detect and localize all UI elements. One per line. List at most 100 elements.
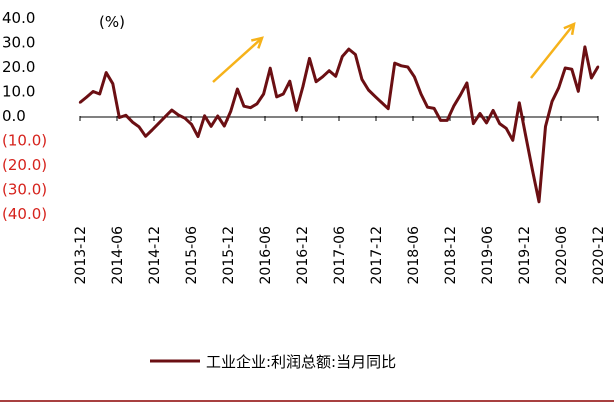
data-point — [537, 200, 541, 203]
x-tick-label: 2013-12 — [73, 226, 89, 285]
data-point — [111, 82, 114, 85]
data-point — [164, 115, 167, 118]
data-point — [505, 127, 508, 130]
trend-arrow — [530, 23, 575, 79]
y-axis: 40.0 30.0 20.0 10.0 0.0 (10.0) (20.0) (30.0) (40… — [2, 9, 47, 223]
trend-arrow — [212, 37, 263, 83]
data-point — [445, 119, 449, 122]
data-point — [583, 45, 587, 49]
y-tick-label: (20.0) — [2, 156, 47, 174]
data-point — [183, 117, 187, 120]
x-tick-label: 2017-12 — [369, 226, 385, 285]
y-tick-label: 20.0 — [2, 58, 35, 76]
data-point — [386, 107, 390, 110]
data-point — [544, 125, 547, 128]
data-point — [124, 114, 128, 117]
y-tick-label: (10.0) — [2, 132, 47, 150]
data-point — [590, 76, 593, 80]
data-point — [380, 101, 383, 104]
data-point — [347, 47, 351, 51]
data-point — [78, 101, 82, 104]
data-point — [452, 105, 455, 108]
x-tick-label: 2014-06 — [110, 226, 126, 285]
legend-label: 工业企业:利润总额:当月同比 — [206, 353, 396, 371]
data-point — [196, 135, 200, 138]
x-tick-label: 2019-12 — [517, 226, 533, 285]
unit-label: (%) — [99, 13, 125, 31]
data-point — [229, 109, 233, 113]
data-point — [327, 69, 331, 72]
data-point — [491, 109, 495, 112]
trend-arrows — [212, 21, 576, 83]
y-tick-label: 30.0 — [2, 34, 35, 52]
data-point — [570, 68, 573, 71]
data-point — [341, 55, 344, 58]
y-tick-label: (40.0) — [2, 205, 47, 223]
x-tick-label: 2017-06 — [332, 226, 348, 285]
data-point — [577, 90, 580, 93]
data-point — [262, 92, 265, 96]
data-point — [531, 168, 534, 172]
data-point — [223, 124, 226, 128]
data-point — [596, 65, 600, 68]
x-tick-label: 2016-12 — [295, 226, 311, 285]
data-point — [157, 122, 160, 125]
series-layer — [78, 45, 600, 204]
y-tick-label: 10.0 — [2, 83, 35, 101]
y-tick-label: 0.0 — [2, 107, 26, 125]
data-point — [485, 121, 488, 125]
data-point — [419, 92, 423, 96]
data-point — [177, 113, 180, 117]
data-point — [131, 120, 134, 124]
data-point — [393, 61, 396, 65]
data-point — [432, 107, 436, 110]
data-point — [209, 125, 213, 128]
data-point — [413, 75, 416, 79]
data-point — [354, 53, 357, 56]
trend-arrow-head — [251, 36, 264, 49]
data-point — [301, 85, 305, 88]
data-point — [137, 125, 141, 128]
data-point — [249, 106, 252, 109]
data-point — [118, 116, 121, 119]
series-line — [79, 45, 600, 204]
data-point — [98, 92, 101, 96]
x-tick-label: 2020-06 — [554, 226, 570, 285]
data-point — [170, 108, 173, 112]
x-tick-label: 2019-06 — [480, 226, 496, 285]
data-point — [150, 128, 154, 132]
data-point — [308, 57, 311, 60]
data-point — [255, 102, 259, 105]
data-point — [550, 100, 554, 103]
data-point — [465, 81, 469, 85]
data-point — [518, 101, 521, 104]
data-point — [498, 122, 501, 125]
data-point — [314, 80, 318, 83]
data-point — [282, 92, 285, 96]
data-point — [190, 123, 193, 126]
y-tick-label: 40.0 — [2, 9, 35, 27]
data-point — [557, 86, 560, 90]
data-point — [288, 80, 292, 83]
x-axis: 2013-12 2014-06 2014-12 2015-06 2015-12 2016-… — [73, 116, 607, 285]
data-point — [373, 95, 377, 98]
x-tick-label: 2018-12 — [443, 226, 459, 285]
data-point — [216, 114, 219, 118]
data-point — [400, 64, 403, 67]
legend: 工业企业:利润总额:当月同比 — [150, 353, 396, 371]
data-point — [406, 65, 410, 69]
data-point — [105, 71, 108, 74]
data-point — [564, 66, 567, 70]
data-point — [91, 90, 95, 93]
x-tick-label: 2018-06 — [406, 226, 422, 285]
data-point — [242, 105, 246, 108]
data-point — [144, 135, 147, 138]
data-point — [85, 95, 88, 99]
data-point — [295, 109, 298, 112]
data-point — [334, 75, 337, 78]
data-point — [439, 119, 442, 122]
data-point — [367, 88, 370, 92]
data-point — [511, 139, 514, 142]
data-point — [524, 135, 528, 139]
